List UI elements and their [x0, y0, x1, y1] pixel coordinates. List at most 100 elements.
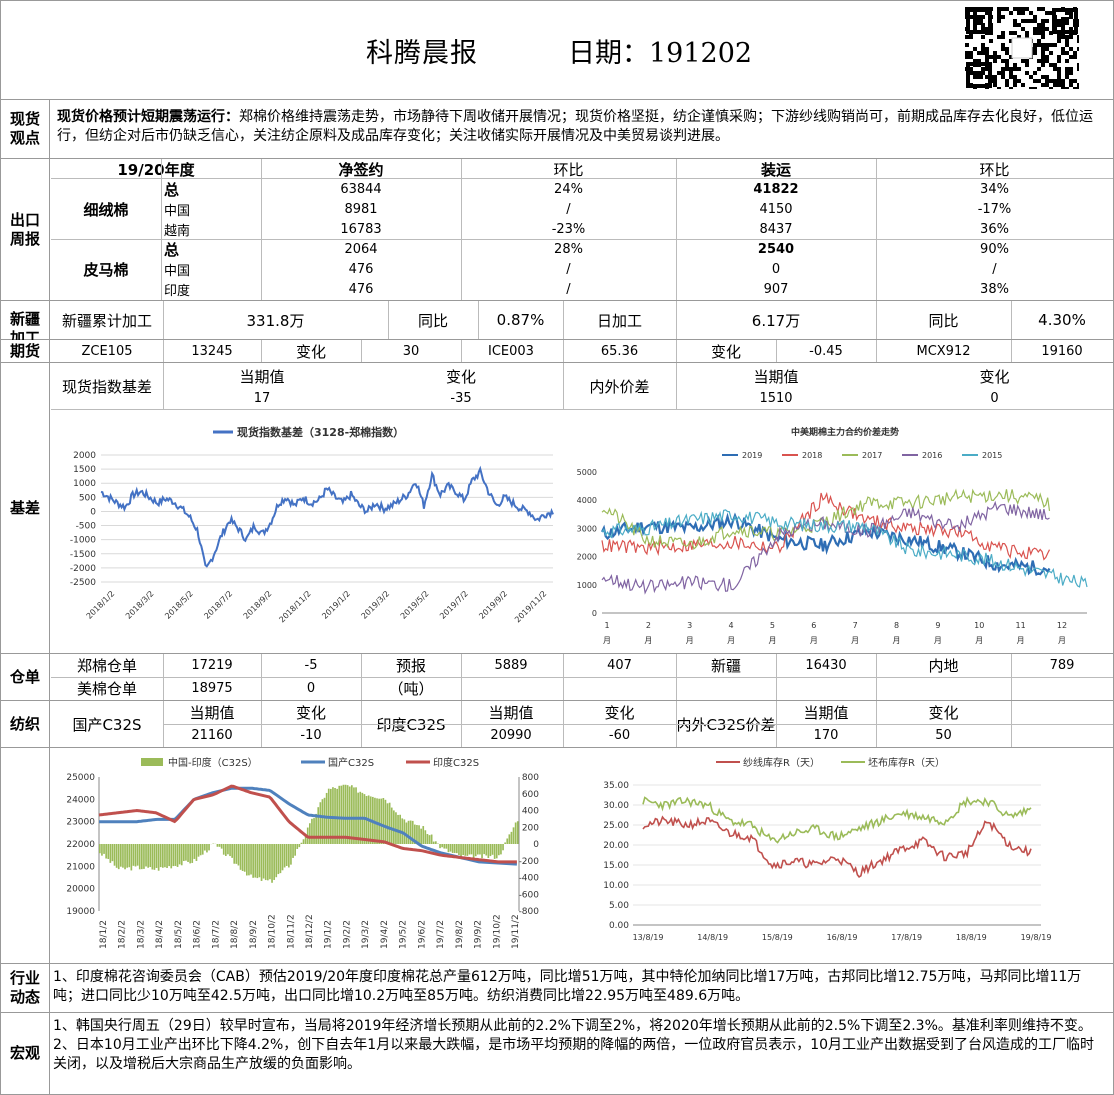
c3-bar — [441, 844, 443, 848]
c3-bar — [195, 844, 198, 861]
c2-xtick: 5 — [770, 621, 775, 630]
export-ship-change: 36% — [980, 221, 1009, 237]
label-futures: 期货 — [1, 340, 50, 362]
c3-bar — [132, 844, 135, 866]
c3-bar — [512, 827, 515, 844]
export-header-4: 环比 — [979, 160, 1010, 179]
report-header: 科腾晨报 日期：191202 — [1, 1, 1113, 100]
c3-ytick-left: 21000 — [66, 862, 95, 872]
c3-ytick-left: 19000 — [66, 907, 95, 917]
c3-bar — [256, 844, 259, 879]
c3-bar — [225, 844, 227, 856]
c3-bar — [283, 844, 286, 868]
warehouse-r1-4: 5889 — [494, 658, 528, 673]
c2-xtick: 3 — [687, 621, 692, 630]
c4-xtick: 15/8/19 — [762, 933, 793, 942]
export-group-0: 细绒棉 — [83, 200, 129, 219]
c2-legend-label: 2017 — [862, 451, 882, 460]
c2-ytick: 0 — [592, 609, 597, 618]
c3-bar — [311, 818, 313, 844]
export-ship-change: 38% — [980, 281, 1009, 297]
c3-bar — [243, 844, 246, 872]
xinjiang-cell-0: 新疆累计加工 — [61, 311, 152, 330]
c3-ytick-left: 25000 — [66, 773, 95, 783]
futures-cell-5: 65.36 — [600, 343, 639, 359]
warehouse-r1-3: 预报 — [395, 657, 426, 675]
c1-legend-label: 现货指数基差（3128-郑棉指数） — [237, 425, 404, 439]
c4-ytick: 5.00 — [609, 901, 629, 911]
c3-xtick: 19/5/2 — [399, 920, 409, 949]
c2-xtick: 10 — [974, 621, 984, 630]
c3-bar — [353, 787, 355, 844]
c3-bar — [504, 842, 506, 844]
c3-bar — [183, 844, 185, 861]
c2-xtick: 11 — [1016, 621, 1026, 630]
c3-xtick: 19/7/2 — [436, 920, 446, 949]
c3-bar — [115, 844, 118, 868]
c3-bar — [456, 844, 458, 854]
futures-cell-8: MCX912 — [916, 343, 971, 359]
c3-bar — [124, 844, 126, 870]
label-textile: 纺织 — [1, 701, 50, 747]
c2-ytick: 1000 — [577, 581, 597, 590]
c2-xtick: 9 — [935, 621, 940, 630]
c3-bar — [239, 844, 242, 870]
c3-xtick: 19/9/2 — [474, 920, 484, 949]
c3-bar — [279, 844, 282, 874]
export-net-sign: 16783 — [340, 221, 382, 237]
export-net-sign: 476 — [348, 281, 374, 297]
c2-xtick: 8 — [894, 621, 899, 630]
c3-bar — [264, 844, 267, 881]
c3-bar — [388, 802, 391, 844]
c3-bar — [216, 844, 219, 847]
futures-cell-7: -0.45 — [809, 343, 843, 359]
c3-bar — [281, 844, 284, 871]
export-ship-change: 34% — [980, 181, 1009, 197]
c3-bar — [159, 844, 162, 868]
c3-bar — [298, 844, 301, 848]
c4-series-line-0 — [642, 815, 1032, 878]
c3-xtick: 18/9/2 — [249, 920, 259, 949]
c3-bar — [199, 844, 202, 856]
warehouse-r2-3: （吨） — [388, 680, 434, 698]
c3-bar — [170, 844, 173, 869]
macro-item-2: 2、日本10月工业产出环比下降4.2%，创下自去年1月以来最大跌幅，是市场平均预… — [53, 1037, 1095, 1072]
c3-bar — [348, 786, 351, 844]
c3-bar — [99, 844, 101, 854]
c3-bar — [250, 844, 252, 875]
c3-bar — [252, 844, 254, 878]
c2-ytick: 3000 — [577, 524, 597, 533]
view-body: 郑棉价格维持震荡走势，市场静待下周收储开展情况；现货价格坚挺，纺企谨慎采购；下游… — [57, 109, 1093, 144]
c2-series-2017 — [601, 488, 1051, 550]
export-shipment: 4150 — [759, 201, 793, 217]
export-net-sign: 63844 — [340, 181, 382, 197]
c2-xtick: 7 — [853, 621, 858, 630]
c3-bar — [390, 807, 393, 844]
c3-bar — [147, 844, 149, 868]
export-row-label: 总 — [164, 180, 180, 199]
c1-series-line — [100, 465, 554, 568]
c4-ytick: 30.00 — [603, 801, 629, 811]
section-xinjiang: 新疆 加工 新疆累计加工 331.8万 同比 0.87% 日加工 6.17万 同比 4.30% — [1, 299, 1113, 360]
c4-ytick: 35.00 — [603, 781, 629, 791]
view-text: 现货价格预计短期震荡运行：郑棉价格维持震荡走势，市场静待下周收储开展情况；现货价… — [57, 108, 1107, 146]
c2-xtick: 12 — [1057, 621, 1067, 630]
c3-bar — [138, 844, 141, 870]
section-basis: 基差 2000 1500 1000 500 0 -500 -1000 -1500 -2000 -2… — [1, 363, 1113, 654]
c3-series-line-1 — [98, 784, 517, 864]
c2-title: 中美期棉主力合约价差走势 — [791, 426, 899, 438]
c3-bar — [302, 839, 305, 844]
textile-spread-chg: 50 — [935, 728, 952, 743]
c3-bar — [294, 844, 296, 856]
c3-xtick: 19/8/2 — [455, 920, 465, 949]
c3-bar — [432, 841, 435, 844]
c3-bar — [443, 844, 446, 849]
c1-xtick: 2018/1/2 — [85, 589, 117, 621]
c4-xtick: 18/8/19 — [956, 933, 987, 942]
c3-bar — [428, 835, 431, 844]
c2-xtick-unit: 月 — [727, 636, 735, 645]
c3-bar — [407, 820, 410, 844]
c4-xtick: 14/8/19 — [697, 933, 728, 942]
c3-bar — [141, 844, 143, 870]
basis-spot-label: 现货指数基差 — [61, 377, 152, 396]
